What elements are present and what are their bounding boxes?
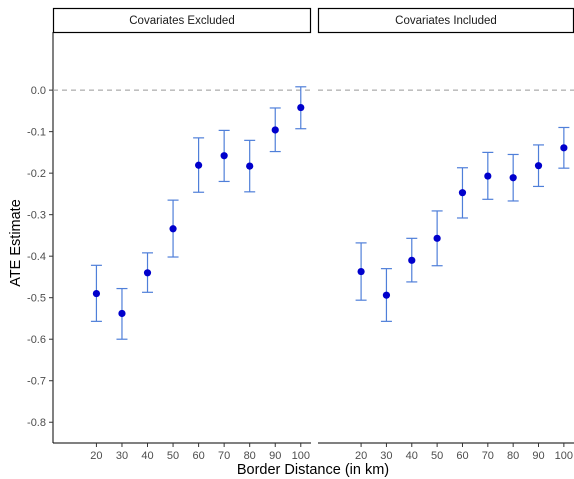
x-tick-label: 100 <box>555 450 573 462</box>
data-point <box>118 309 126 318</box>
data-point <box>92 289 101 298</box>
x-tick-label: 30 <box>116 450 128 462</box>
x-tick-label: 40 <box>406 450 418 462</box>
data-point <box>246 162 254 170</box>
data-point <box>297 103 305 112</box>
y-tick-label: -0.2 <box>27 168 46 180</box>
y-tick-label: -0.7 <box>27 376 46 388</box>
x-tick-label: 20 <box>355 450 367 462</box>
data-point <box>382 291 391 299</box>
y-tick-label: -0.6 <box>27 334 46 346</box>
x-axis-title: Border Distance (in km) <box>237 462 389 478</box>
data-point <box>143 269 152 277</box>
x-tick-label: 30 <box>380 450 392 462</box>
x-tick-label: 20 <box>90 450 102 462</box>
x-tick-label: 50 <box>167 450 179 462</box>
data-point <box>169 225 177 233</box>
x-tick-label: 50 <box>431 450 443 462</box>
data-point <box>534 162 543 170</box>
panel-2: Covariates Included 20 30 40 50 60 70 80 90 100 <box>317 7 574 462</box>
panel-strip <box>52 7 312 34</box>
y-tick-label: -0.3 <box>27 210 46 222</box>
data-point <box>509 174 517 182</box>
data-point <box>195 161 203 169</box>
panel-strip-title: Covariates Included <box>395 15 497 27</box>
data-point <box>271 126 279 134</box>
y-tick-label: -0.5 <box>27 293 46 305</box>
y-tick-label: -0.8 <box>27 417 46 429</box>
x-tick-label: 60 <box>456 450 468 462</box>
data-point <box>484 172 492 180</box>
data-point <box>560 144 568 152</box>
x-tick-label: 70 <box>218 450 230 462</box>
y-tick-label: -0.1 <box>27 127 46 139</box>
x-tick-label: 40 <box>141 450 153 462</box>
x-tick-label: 100 <box>292 450 310 462</box>
data-point <box>408 256 416 264</box>
x-tick-label: 80 <box>507 450 519 462</box>
y-tick-label: 0.0 <box>31 85 46 97</box>
x-tick-label: 70 <box>482 450 494 462</box>
panel-strip-title: Covariates Excluded <box>129 15 234 27</box>
data-point <box>458 189 467 197</box>
x-tick-label: 90 <box>532 450 544 462</box>
data-point <box>433 234 441 242</box>
data-point <box>220 152 228 160</box>
panel-strip <box>317 7 574 34</box>
plot-area: 0.0 -0.1 -0.2 -0.3 -0.4 -0.5 -0.6 -0.7 -0.8 Covar… <box>27 7 574 462</box>
x-tick-label: 90 <box>269 450 281 462</box>
x-tick-label: 80 <box>244 450 256 462</box>
panel-1: Covariates Excluded 20 30 40 50 60 70 80 90 100 <box>52 7 312 462</box>
data-point <box>357 267 365 276</box>
y-axis-title: ATE Estimate <box>8 199 24 287</box>
y-tick-label: -0.4 <box>27 251 46 263</box>
x-tick-label: 60 <box>192 450 204 462</box>
